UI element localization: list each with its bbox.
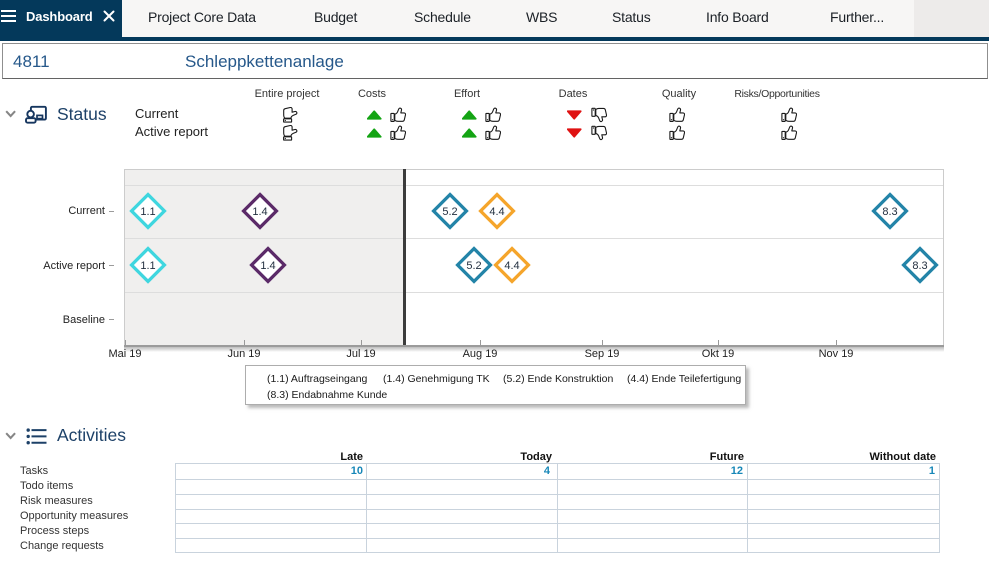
svg-text:1.1: 1.1: [140, 206, 155, 218]
svg-text:8.3: 8.3: [882, 206, 897, 218]
svg-text:1.1: 1.1: [140, 260, 155, 272]
svg-text:5.2: 5.2: [442, 206, 457, 218]
svg-text:4.4: 4.4: [504, 260, 519, 272]
svg-text:4.4: 4.4: [489, 206, 504, 218]
svg-text:5.2: 5.2: [466, 260, 481, 272]
svg-text:1.4: 1.4: [252, 206, 267, 218]
svg-text:1.4: 1.4: [260, 260, 275, 272]
svg-text:8.3: 8.3: [912, 260, 927, 272]
